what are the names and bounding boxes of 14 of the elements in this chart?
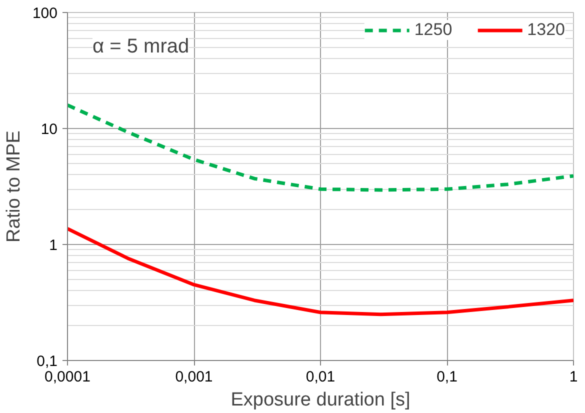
x-tick-label: 0,001 (175, 368, 213, 386)
y-tick-label: 0,1 (36, 353, 58, 370)
x-tick-label: 0,0001 (44, 368, 90, 386)
legend-label: 1320 (527, 20, 565, 40)
y-tick-label: 10 (40, 121, 58, 138)
y-tick-label: 100 (32, 5, 58, 22)
x-tick-label: 1 (569, 368, 578, 386)
legend-label: 1250 (414, 20, 452, 40)
annotation: α = 5 mrad (92, 36, 190, 58)
y-axis-title: Ratio to MPE (3, 130, 24, 242)
x-axis-title: Exposure duration [s] (230, 390, 410, 410)
y-tick-label: 1 (49, 237, 58, 254)
x-tick-label: 0,01 (306, 368, 336, 386)
x-tick-label: 0,1 (436, 368, 458, 386)
